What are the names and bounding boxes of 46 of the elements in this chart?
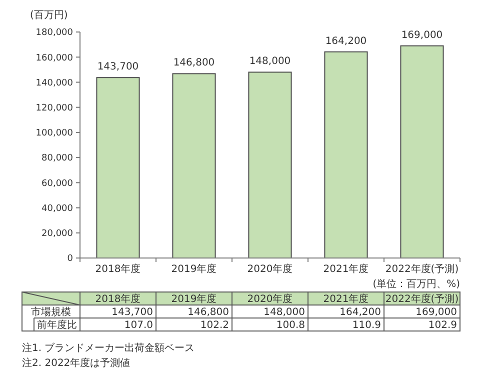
category-label: 2020年度 bbox=[247, 294, 293, 305]
x-tick-label: 2021年度 bbox=[323, 263, 369, 275]
text: 前年度比 bbox=[37, 319, 77, 331]
text: 市場規模 bbox=[31, 306, 71, 318]
x-tick-label: 2022年度(予測) bbox=[385, 263, 459, 275]
text: 100.8 bbox=[276, 320, 305, 331]
bar bbox=[324, 51, 368, 258]
bar bbox=[248, 72, 292, 258]
text: 102.2 bbox=[200, 320, 229, 331]
text: 148,000 bbox=[249, 56, 291, 68]
x-tick-label: 2019年度 bbox=[171, 263, 217, 275]
y-tick-label: 100,000 bbox=[36, 128, 74, 139]
data-label: 143,700 bbox=[112, 307, 153, 318]
y-tick-label: 60,000 bbox=[42, 178, 74, 189]
y-tick-label: 40,000 bbox=[42, 204, 74, 214]
data-label: 164,200 bbox=[340, 307, 381, 318]
text: 注2. 2022年度は予測値 bbox=[22, 357, 130, 369]
y-tick-label: 140,000 bbox=[36, 78, 74, 88]
text: 169,000 bbox=[401, 30, 443, 41]
category-label: 2019年度 bbox=[171, 294, 217, 305]
text: (単位：百万円、%) bbox=[372, 278, 460, 290]
text: 143,700 bbox=[97, 62, 139, 73]
text: 110.9 bbox=[352, 320, 381, 331]
y-tick-label: 0 bbox=[67, 254, 74, 264]
category-label: 2021年度 bbox=[323, 294, 369, 305]
data-label: 148,000 bbox=[264, 307, 305, 318]
x-tick-label: 2020年度 bbox=[247, 263, 293, 275]
y-tick-label: 80,000 bbox=[42, 154, 74, 164]
bar bbox=[96, 77, 140, 258]
bar bbox=[400, 45, 444, 258]
data-label: 146,800 bbox=[188, 307, 229, 318]
text: 102.9 bbox=[428, 320, 457, 331]
x-tick-label: 2018年度 bbox=[95, 263, 141, 275]
data-label: 169,000 bbox=[416, 307, 457, 318]
y-tick-label: 120,000 bbox=[36, 103, 74, 114]
y-tick-label: 20,000 bbox=[42, 229, 74, 240]
y-axis-title: (百万円) bbox=[30, 10, 68, 21]
y-tick-label: 180,000 bbox=[36, 28, 74, 38]
text: 146,800 bbox=[173, 58, 215, 69]
text: 164,200 bbox=[325, 36, 367, 47]
bar bbox=[172, 73, 216, 258]
y-tick-label: 160,000 bbox=[36, 53, 74, 64]
category-label: 2018年度 bbox=[95, 294, 141, 305]
text: 注1. ブランドメーカー出荷金額ベース bbox=[22, 342, 195, 354]
category-label: 2022年度(予測) bbox=[385, 294, 459, 305]
text: 107.0 bbox=[124, 320, 153, 331]
